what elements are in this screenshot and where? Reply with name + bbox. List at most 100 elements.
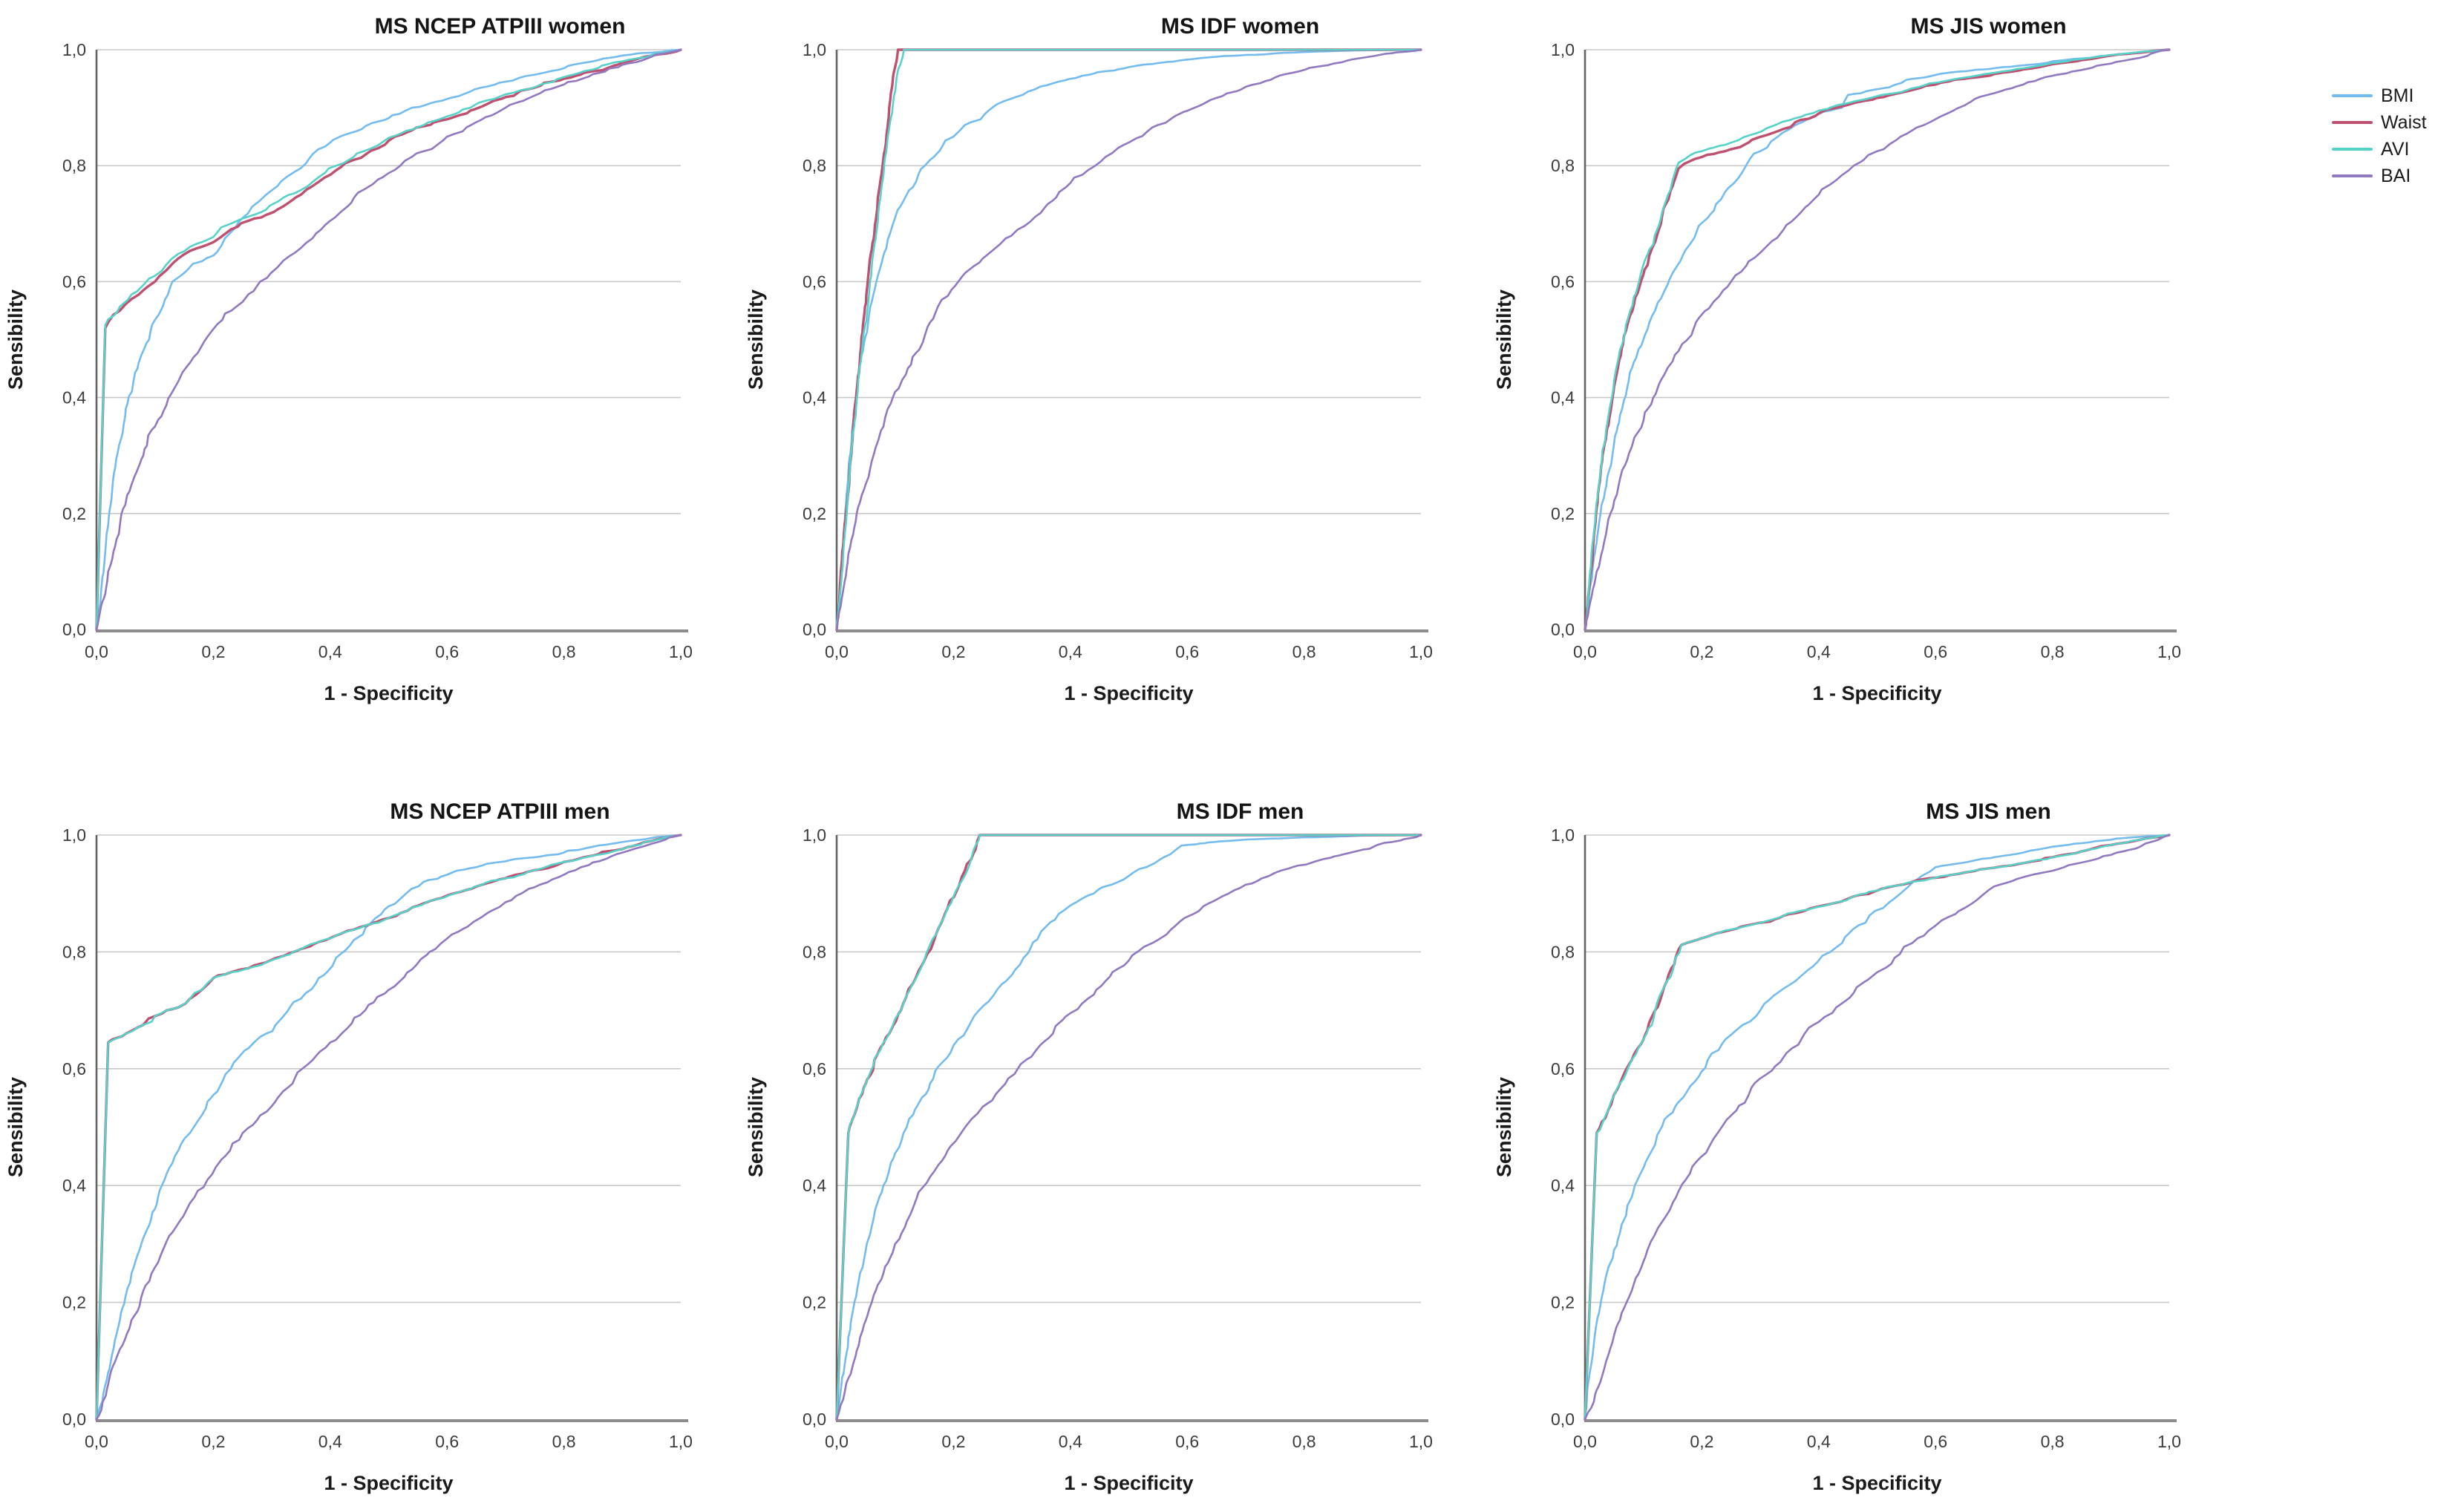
roc-chart-ms-ncep-atpiii-women: 0,0 0,2 0,4 0,6 0,8 1,0 0,0 0,2 0,4 0,6 0,8 1,0 MS N… (4, 14, 693, 704)
x-tick-label: 1,0 (1409, 642, 1433, 661)
x-tick-label: 0,8 (1292, 1432, 1316, 1451)
x-axis-title: 1 - Specificity (324, 682, 453, 704)
y-tick-label: 0,2 (803, 1293, 826, 1312)
roc-curve-bai (1584, 48, 2171, 631)
y-tick-label: 0,8 (62, 942, 86, 961)
roc-curve-bmi (95, 48, 682, 631)
legend-label-bmi: BMI (2381, 85, 2414, 106)
x-tick-label: 0,8 (2041, 1432, 2065, 1451)
roc-curve-bmi (1584, 48, 2171, 631)
x-tick-label: 0,8 (1292, 642, 1316, 661)
roc-chart-ms-idf-women: 0,0 0,2 0,4 0,6 0,8 1,0 0,0 0,2 0,4 0,6 0,8 1,0 MS I… (745, 14, 1433, 704)
x-tick-label: 0,4 (1807, 642, 1831, 661)
x-tick-label: 0,4 (1807, 1432, 1831, 1451)
x-tick-label: 0,0 (1573, 1432, 1597, 1451)
y-tick-label: 0,0 (803, 620, 826, 639)
legend-item-avi: AVI (2332, 136, 2438, 163)
x-tick-label: 0,4 (1059, 1432, 1082, 1451)
y-tick-label: 1,0 (803, 825, 826, 845)
x-tick-label: 0,6 (1175, 1432, 1199, 1451)
roc-curve-avi (835, 48, 1422, 631)
y-tick-label: 0,6 (62, 272, 86, 291)
y-tick-label: 0,8 (1551, 942, 1575, 961)
roc-curve-avi (1584, 834, 2171, 1421)
x-tick-label: 0,8 (552, 1432, 576, 1451)
y-tick-label: 1,0 (803, 40, 826, 59)
chart-legend: BMI Waist AVI BAI (2332, 82, 2438, 189)
roc-curve-avi (95, 834, 682, 1421)
roc-curve-waist (1584, 834, 2171, 1421)
x-axis-title: 1 - Specificity (1064, 1472, 1193, 1494)
y-tick-label: 0,8 (1551, 156, 1575, 175)
x-tick-label: 1,0 (669, 1432, 693, 1451)
y-tick-label: 0,0 (1551, 620, 1575, 639)
x-tick-label: 0,2 (201, 642, 225, 661)
x-tick-label: 1,0 (669, 642, 693, 661)
legend-swatch-waist (2332, 121, 2373, 124)
y-tick-label: 0,2 (803, 504, 826, 523)
y-axis-title: Sensibility (745, 1077, 767, 1177)
x-tick-label: 0,6 (1924, 642, 1947, 661)
y-tick-label: 0,4 (1551, 388, 1575, 408)
y-tick-label: 0,0 (62, 1410, 86, 1429)
y-tick-label: 0,4 (1551, 1176, 1575, 1195)
y-tick-label: 1,0 (62, 825, 86, 845)
y-tick-label: 0,2 (62, 504, 86, 523)
x-tick-label: 1,0 (2157, 1432, 2181, 1451)
roc-curve-bai (835, 834, 1422, 1421)
chart-title: MS JIS men (1926, 799, 2050, 824)
legend-item-bai: BAI (2332, 163, 2438, 189)
x-axis-title: 1 - Specificity (324, 1472, 453, 1494)
x-axis-title: 1 - Specificity (1064, 682, 1193, 704)
y-tick-label: 0,0 (62, 620, 86, 639)
x-axis-title: 1 - Specificity (1812, 1472, 1941, 1494)
y-tick-label: 0,6 (62, 1059, 86, 1079)
y-tick-label: 0,4 (803, 1176, 826, 1195)
x-tick-label: 0,4 (318, 1432, 342, 1451)
y-tick-label: 0,0 (803, 1410, 826, 1429)
y-tick-label: 0,8 (803, 156, 826, 175)
y-axis-title: Sensibility (745, 289, 767, 390)
legend-swatch-bai (2332, 174, 2373, 177)
roc-curve-waist (95, 48, 682, 631)
legend-label-avi: AVI (2381, 139, 2410, 160)
chart-title: MS IDF women (1161, 14, 1319, 39)
roc-curve-waist (95, 834, 682, 1421)
x-tick-label: 0,6 (1924, 1432, 1947, 1451)
roc-chart-ms-ncep-atpiii-men: 0,0 0,2 0,4 0,6 0,8 1,0 0,0 0,2 0,4 0,6 0,8 1,0 MS N… (4, 799, 693, 1494)
chart-title: MS NCEP ATPIII men (390, 799, 610, 824)
legend-label-bai: BAI (2381, 166, 2411, 186)
y-tick-label: 0,4 (62, 1176, 86, 1195)
y-tick-label: 0,2 (1551, 504, 1575, 523)
roc-curve-bai (95, 834, 682, 1421)
roc-curve-avi (95, 48, 682, 631)
roc-curve-waist (835, 834, 1422, 1421)
y-tick-label: 0,2 (1551, 1293, 1575, 1312)
y-axis-title: Sensibility (4, 289, 27, 390)
x-tick-label: 1,0 (2157, 642, 2181, 661)
chart-title: MS JIS women (1910, 14, 2066, 39)
roc-chart-ms-jis-men: 0,0 0,2 0,4 0,6 0,8 1,0 0,0 0,2 0,4 0,6 0,8 1,0 MS J… (1493, 799, 2181, 1494)
chart-title: MS NCEP ATPIII women (375, 14, 626, 39)
x-tick-label: 0,6 (435, 642, 459, 661)
legend-swatch-bmi (2332, 94, 2373, 97)
x-tick-label: 0,0 (85, 1432, 108, 1451)
y-tick-label: 0,6 (803, 1059, 826, 1079)
y-tick-label: 1,0 (1551, 825, 1575, 845)
x-tick-label: 0,0 (825, 642, 849, 661)
roc-curve-bai (835, 48, 1422, 631)
y-tick-label: 0,8 (803, 942, 826, 961)
legend-item-waist: Waist (2332, 109, 2438, 136)
x-tick-label: 0,4 (318, 642, 342, 661)
roc-curve-avi (835, 834, 1422, 1421)
legend-label-waist: Waist (2381, 112, 2427, 133)
roc-curve-bai (1584, 834, 2171, 1421)
y-tick-label: 0,8 (62, 156, 86, 175)
legend-item-bmi: BMI (2332, 82, 2438, 109)
x-tick-label: 0,6 (435, 1432, 459, 1451)
x-axis-title: 1 - Specificity (1812, 682, 1941, 704)
y-tick-label: 0,4 (62, 388, 86, 408)
roc-curve-bmi (1584, 834, 2171, 1421)
